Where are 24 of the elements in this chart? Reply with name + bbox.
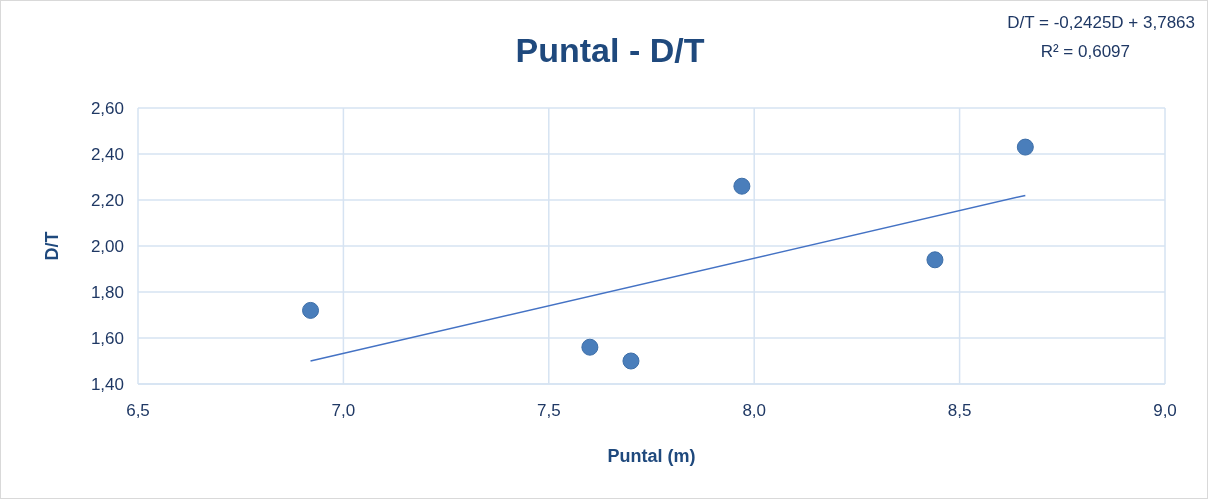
x-tick-label: 7,0 <box>331 401 356 420</box>
x-tick-label: 9,0 <box>1153 401 1177 420</box>
y-axis-title: D/T <box>42 231 62 261</box>
x-tick-label: 7,5 <box>536 401 561 420</box>
point <box>622 352 640 370</box>
point <box>926 251 944 269</box>
x-tick-label: 8,0 <box>742 401 767 420</box>
y-tick-label: 2,00 <box>90 236 124 256</box>
point <box>733 177 751 195</box>
chart-title: Puntal - D/T <box>515 31 705 69</box>
x-axis-title: Puntal (m) <box>607 446 696 466</box>
point <box>302 301 320 319</box>
x-tick-label: 6,5 <box>126 401 150 420</box>
y-tick-label: 1,80 <box>90 282 124 302</box>
y-tick-label: 2,60 <box>90 98 124 118</box>
y-tick-label: 2,40 <box>90 144 124 164</box>
y-tick-label: 1,40 <box>90 374 124 394</box>
point <box>1016 138 1034 156</box>
x-tick-label: 8,5 <box>947 401 972 420</box>
text: R² = 0,6097 <box>1040 42 1130 61</box>
text: D/T = -0,2425D + 3,7863 <box>1007 13 1195 32</box>
y-tick-label: 2,20 <box>90 190 124 210</box>
y-tick-label: 1,60 <box>90 328 124 348</box>
point <box>581 338 599 356</box>
